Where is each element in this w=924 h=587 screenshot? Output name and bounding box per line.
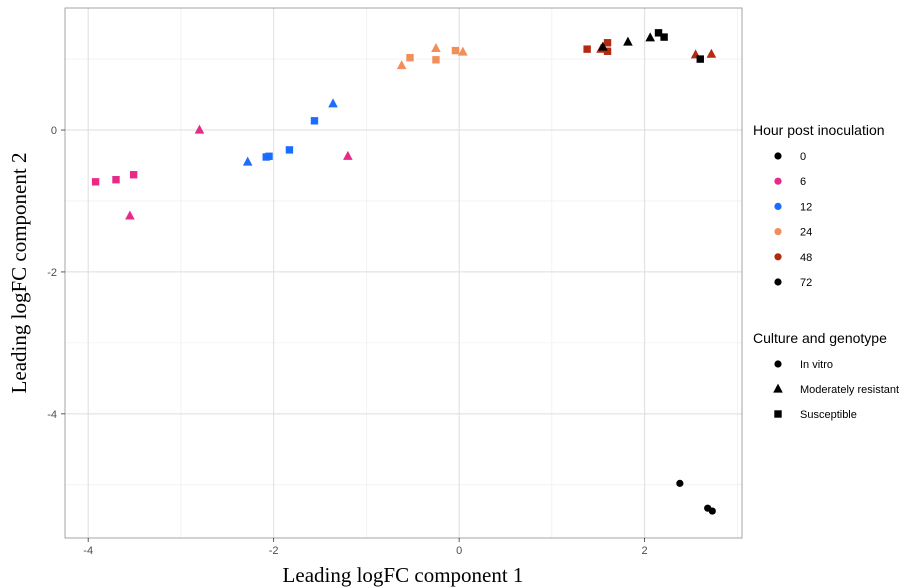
legend-key-hour [774,152,782,160]
x-tick-label: -4 [83,545,93,557]
data-point [696,55,704,63]
grid [65,8,742,538]
panel-border [64,7,743,539]
data-point [432,56,440,64]
y-tick-label: 0 [51,125,57,137]
data-point [603,39,612,47]
data-point [328,98,338,108]
legend-label-culture: Susceptible [800,409,857,421]
y-tick-label: -2 [47,267,57,279]
data-point [343,150,353,160]
data-point [676,479,684,487]
data-point [458,46,468,56]
legend-label-hour: 0 [800,151,806,163]
data-point [598,41,608,51]
data-point [129,171,138,179]
data-point [706,48,717,58]
panel-background [65,8,742,538]
legend-key-hour [774,253,782,261]
data-point [431,43,441,53]
legend-label-culture: In vitro [800,359,833,371]
legend-label-hour: 72 [800,277,812,289]
data-point [91,178,100,186]
legend-key-hour [774,177,782,185]
y-axis-title: Leading logFC component 2 [7,153,31,394]
legend-key-hour [774,202,782,210]
data-point [603,47,612,55]
legend-label-hour: 24 [800,227,812,239]
data-point [112,176,120,184]
legend-key-hour [774,228,782,236]
data-point [125,210,135,220]
data-point [623,36,633,46]
legend: Hour post inoculation 0 6 12 24 48 72 Culture a… [753,122,899,421]
legend-key-culture [774,410,782,418]
axis-ticks: -4 -2 0 2 0 -2 -4 [47,125,647,557]
data-points [91,29,717,515]
legend-key-culture [773,383,783,393]
data-point [583,45,591,53]
data-point [406,53,414,62]
data-point [654,29,663,37]
x-tick-label: -2 [269,545,279,557]
legend-key-culture [774,360,782,368]
data-point [242,156,253,166]
data-point [645,32,655,42]
y-tick-label: -4 [47,409,57,421]
data-point [708,507,716,515]
legend-title-hour: Hour post inoculation [753,122,885,138]
legend-label-hour: 48 [800,252,812,264]
data-point [265,152,273,160]
data-point [285,146,294,154]
legend-title-culture: Culture and genotype [753,330,887,346]
x-tick-label: 0 [456,545,462,557]
legend-label-culture: Moderately resistant [800,384,899,396]
data-point [660,33,668,41]
data-point [310,117,319,125]
legend-label-hour: 6 [800,176,806,188]
legend-key-hour [774,278,782,286]
data-point [194,124,205,134]
legend-label-hour: 12 [800,201,812,213]
x-tick-label: 2 [642,545,648,557]
data-point [396,60,407,70]
x-axis-title: Leading logFC component 1 [283,563,524,587]
data-point [451,46,460,55]
